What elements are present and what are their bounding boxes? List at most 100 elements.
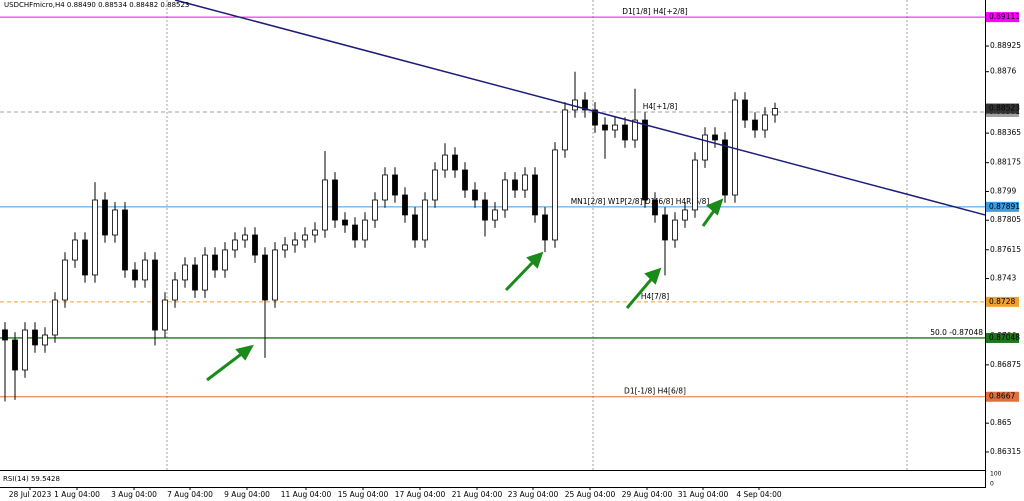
y-tick-label: 0.8799 [990, 186, 1016, 195]
candle-body [282, 244, 288, 251]
candle-body [492, 209, 498, 221]
y-tick-label: 0.8743 [990, 274, 1016, 283]
candle-body [182, 264, 188, 281]
candle-body [42, 334, 48, 346]
y-tick-label: 0.865 [990, 418, 1012, 427]
level-label: H4[7/8] [641, 292, 669, 301]
candle-body [222, 249, 228, 271]
candle-body [262, 254, 268, 301]
level-price-box [986, 12, 1019, 23]
candle-body [672, 219, 678, 241]
candle-body [742, 99, 748, 121]
level-price-label: 0.8667 [989, 392, 1015, 401]
candle-body [632, 119, 638, 141]
x-tick-label: 31 Aug 04:00 [678, 490, 729, 499]
candle-body [292, 239, 298, 246]
candle-body [412, 214, 418, 241]
candle-body [612, 124, 618, 131]
level-price-box [986, 296, 1019, 307]
y-tick-label: 0.88365 [990, 128, 1021, 137]
candle-body [552, 149, 558, 241]
candle-body [762, 114, 768, 131]
x-tick-label: 23 Aug 04:00 [508, 490, 559, 499]
candle-body [252, 234, 258, 256]
arrow [625, 275, 656, 309]
x-tick-label: 15 Aug 04:00 [338, 490, 389, 499]
arrow-head [706, 198, 724, 216]
candle-body [52, 299, 58, 336]
indicator-tick-label: 100 [990, 471, 1002, 478]
x-tick-label: 29 Aug 04:00 [622, 490, 673, 499]
candle-body [452, 154, 458, 171]
candle-body [2, 329, 8, 341]
candle-body [622, 124, 628, 141]
price-box [986, 103, 1019, 114]
candle-body [362, 219, 368, 241]
arrow [206, 350, 245, 382]
candle-body [32, 329, 38, 346]
candle-body [192, 264, 198, 291]
candle-body [682, 209, 688, 221]
level-label: MN1[2/8] W1P[2/8] D1[6/8] H4R[6/8] [571, 197, 710, 206]
candle-body [62, 259, 68, 301]
level-price-label: 0.8728 [989, 297, 1015, 306]
arrows [206, 198, 724, 382]
x-tick-label: 1 Aug 04:00 [54, 490, 100, 499]
candle-body [122, 209, 128, 271]
y-tick-label: 0.87805 [990, 215, 1021, 224]
candle-body [532, 174, 538, 216]
candle-body [12, 339, 18, 371]
candle-body [202, 254, 208, 291]
candle-body [402, 194, 408, 216]
x-tick-label: 28 Jul 2023 [9, 490, 52, 499]
candle-body [142, 259, 148, 281]
x-tick-label: 9 Aug 04:00 [224, 490, 270, 499]
x-tick-label: 17 Aug 04:00 [395, 490, 446, 499]
candle-body [232, 239, 238, 251]
candle-body [602, 124, 608, 131]
candle-body [692, 159, 698, 211]
candle-body [562, 109, 568, 151]
x-tick-label: 21 Aug 04:00 [452, 490, 503, 499]
candle-body [482, 199, 488, 221]
candle-body [322, 179, 328, 231]
y-tick-label: 0.8876 [990, 67, 1016, 76]
candle-body [722, 139, 728, 196]
candle-body [352, 224, 358, 241]
level-price-label: 0.87891 [989, 202, 1020, 211]
candle-body [582, 99, 588, 111]
candle-body [472, 189, 478, 201]
candle-body [92, 199, 98, 276]
plot: D1[1/8] H4[+2/8] H4[+1/8] MN1[2/8] W1P[2/8… [0, 0, 986, 402]
candle-body [272, 249, 278, 301]
candle-body [342, 219, 348, 226]
candle-body [22, 329, 28, 371]
x-tick-label: 11 Aug 04:00 [281, 490, 332, 499]
level-price-box [986, 332, 1019, 343]
candle-body [152, 259, 158, 331]
candle-body [502, 179, 508, 211]
candle-body [132, 269, 138, 281]
x-tick-label: 3 Aug 04:00 [111, 490, 157, 499]
y-tick-label: 0.86315 [990, 447, 1021, 456]
y-tick-label: 0.86875 [990, 360, 1021, 369]
arrow-head [526, 251, 544, 269]
x-tick-label: 7 Aug 04:00 [167, 490, 213, 499]
price-label: 0.88523 [989, 104, 1020, 113]
arrow-head [644, 267, 662, 285]
candle-body [462, 169, 468, 191]
y-tick-label: 0.87615 [990, 245, 1021, 254]
candle-body [712, 134, 718, 141]
level-label: D1[1/8] H4[+2/8] [622, 7, 688, 16]
candle-body [702, 134, 708, 161]
candle-body [332, 179, 338, 221]
x-tick-label: 4 Sep 04:00 [736, 490, 782, 499]
candle-body [592, 109, 598, 126]
candle-body [82, 239, 88, 276]
candle-body [302, 234, 308, 241]
candle-body [522, 174, 528, 191]
y-tick-label: 0.88175 [990, 158, 1021, 167]
candle-body [112, 209, 118, 236]
